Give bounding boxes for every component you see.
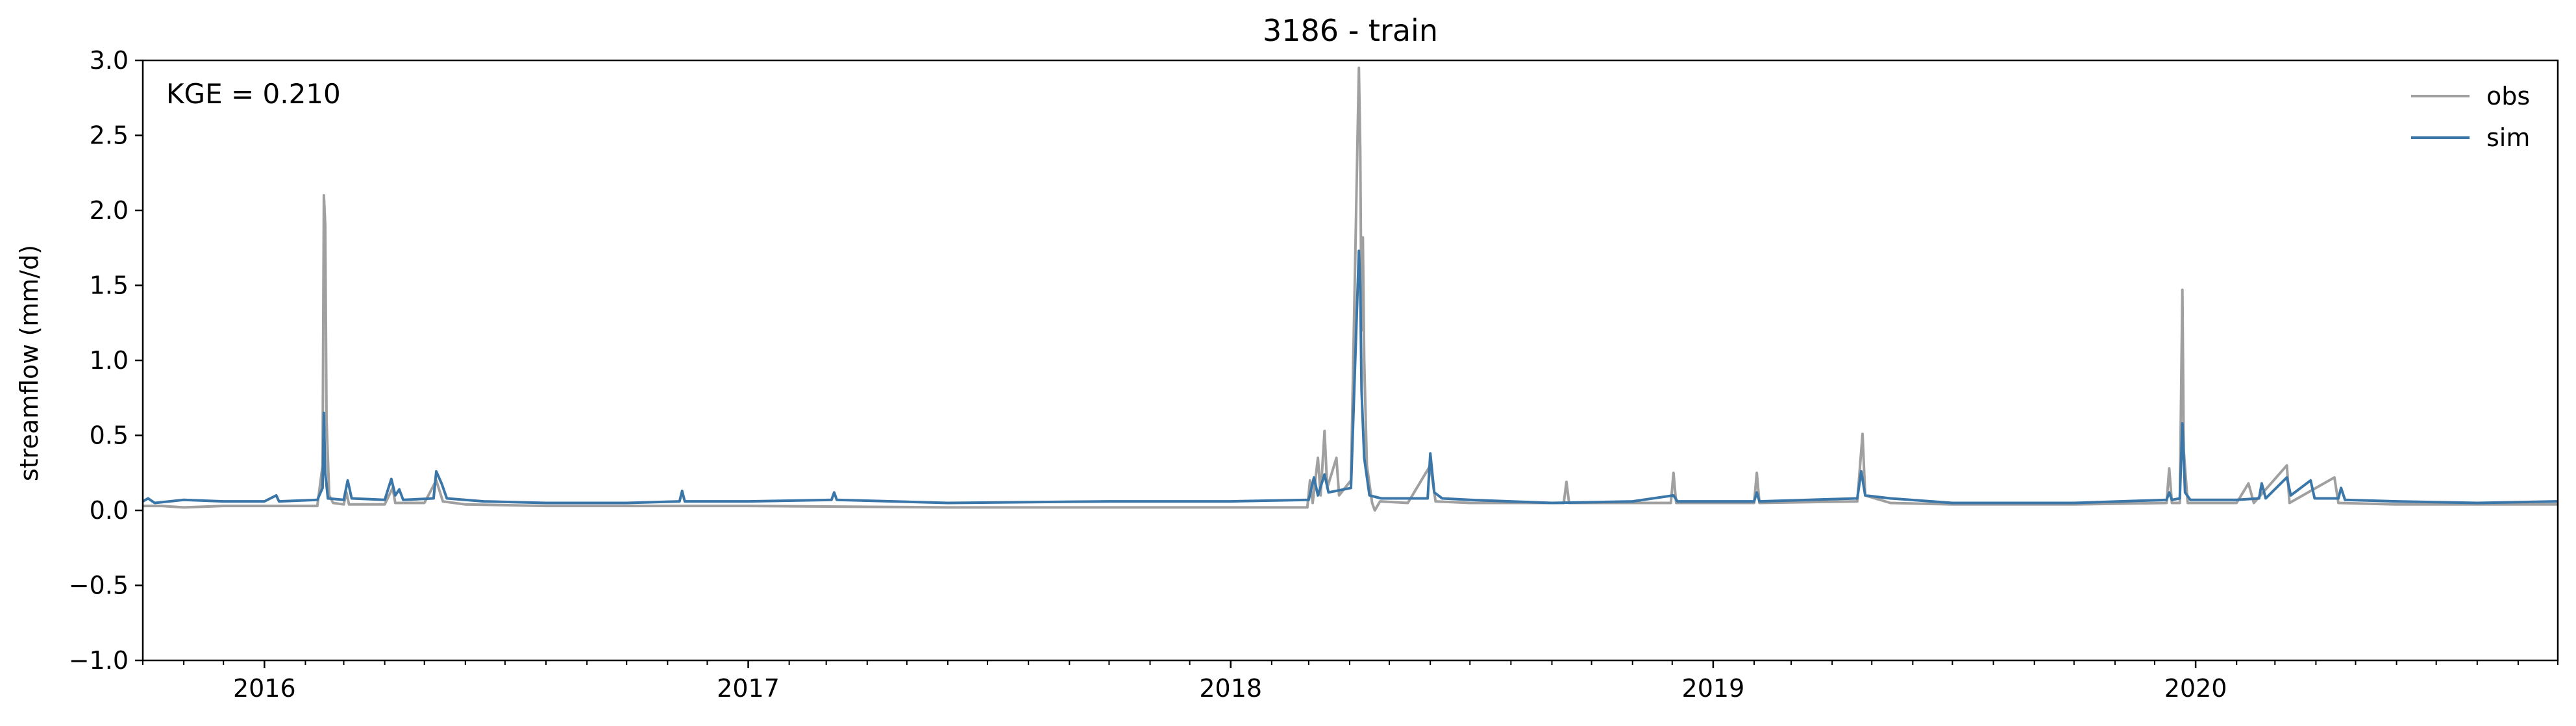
legend-label-sim: sim — [2486, 123, 2530, 152]
y-tick-label: 2.0 — [90, 196, 129, 225]
y-tick-label: −1.0 — [69, 646, 129, 675]
x-tick-label: 2020 — [2164, 674, 2227, 703]
y-tick-label: −0.5 — [69, 571, 129, 600]
series-layer — [142, 66, 2558, 512]
legend-item-obs: obs — [2411, 82, 2530, 110]
legend: obs sim — [2411, 82, 2530, 152]
series-line-sim — [142, 249, 2558, 505]
y-axis-label: streamflow (mm/d) — [15, 245, 43, 481]
y-tick-label: 3.0 — [90, 46, 129, 75]
legend-label-obs: obs — [2486, 82, 2530, 110]
x-tick-label: 2017 — [717, 674, 780, 703]
x-tick-label: 2016 — [233, 674, 296, 703]
y-tick-label: 2.5 — [90, 121, 129, 150]
legend-item-sim: sim — [2411, 123, 2530, 152]
kge-annotation: KGE = 0.210 — [166, 78, 341, 110]
x-tick-label: 2018 — [1199, 674, 1262, 703]
x-tick-label: 2019 — [1682, 674, 1745, 703]
y-tick-label: 0.5 — [90, 421, 129, 450]
chart-title: 3186 - train — [1263, 13, 1438, 48]
y-axis: −1.0 −0.5 0.0 0.5 1.0 1.5 2.0 2.5 3.0 — [69, 46, 143, 675]
x-axis: 2016 2017 2018 2019 2020 — [142, 660, 2558, 703]
y-tick-label: 1.0 — [90, 346, 129, 375]
series-line-obs — [143, 66, 2558, 512]
y-tick-label: 0.0 — [90, 496, 129, 525]
y-tick-label: 1.5 — [90, 271, 129, 300]
